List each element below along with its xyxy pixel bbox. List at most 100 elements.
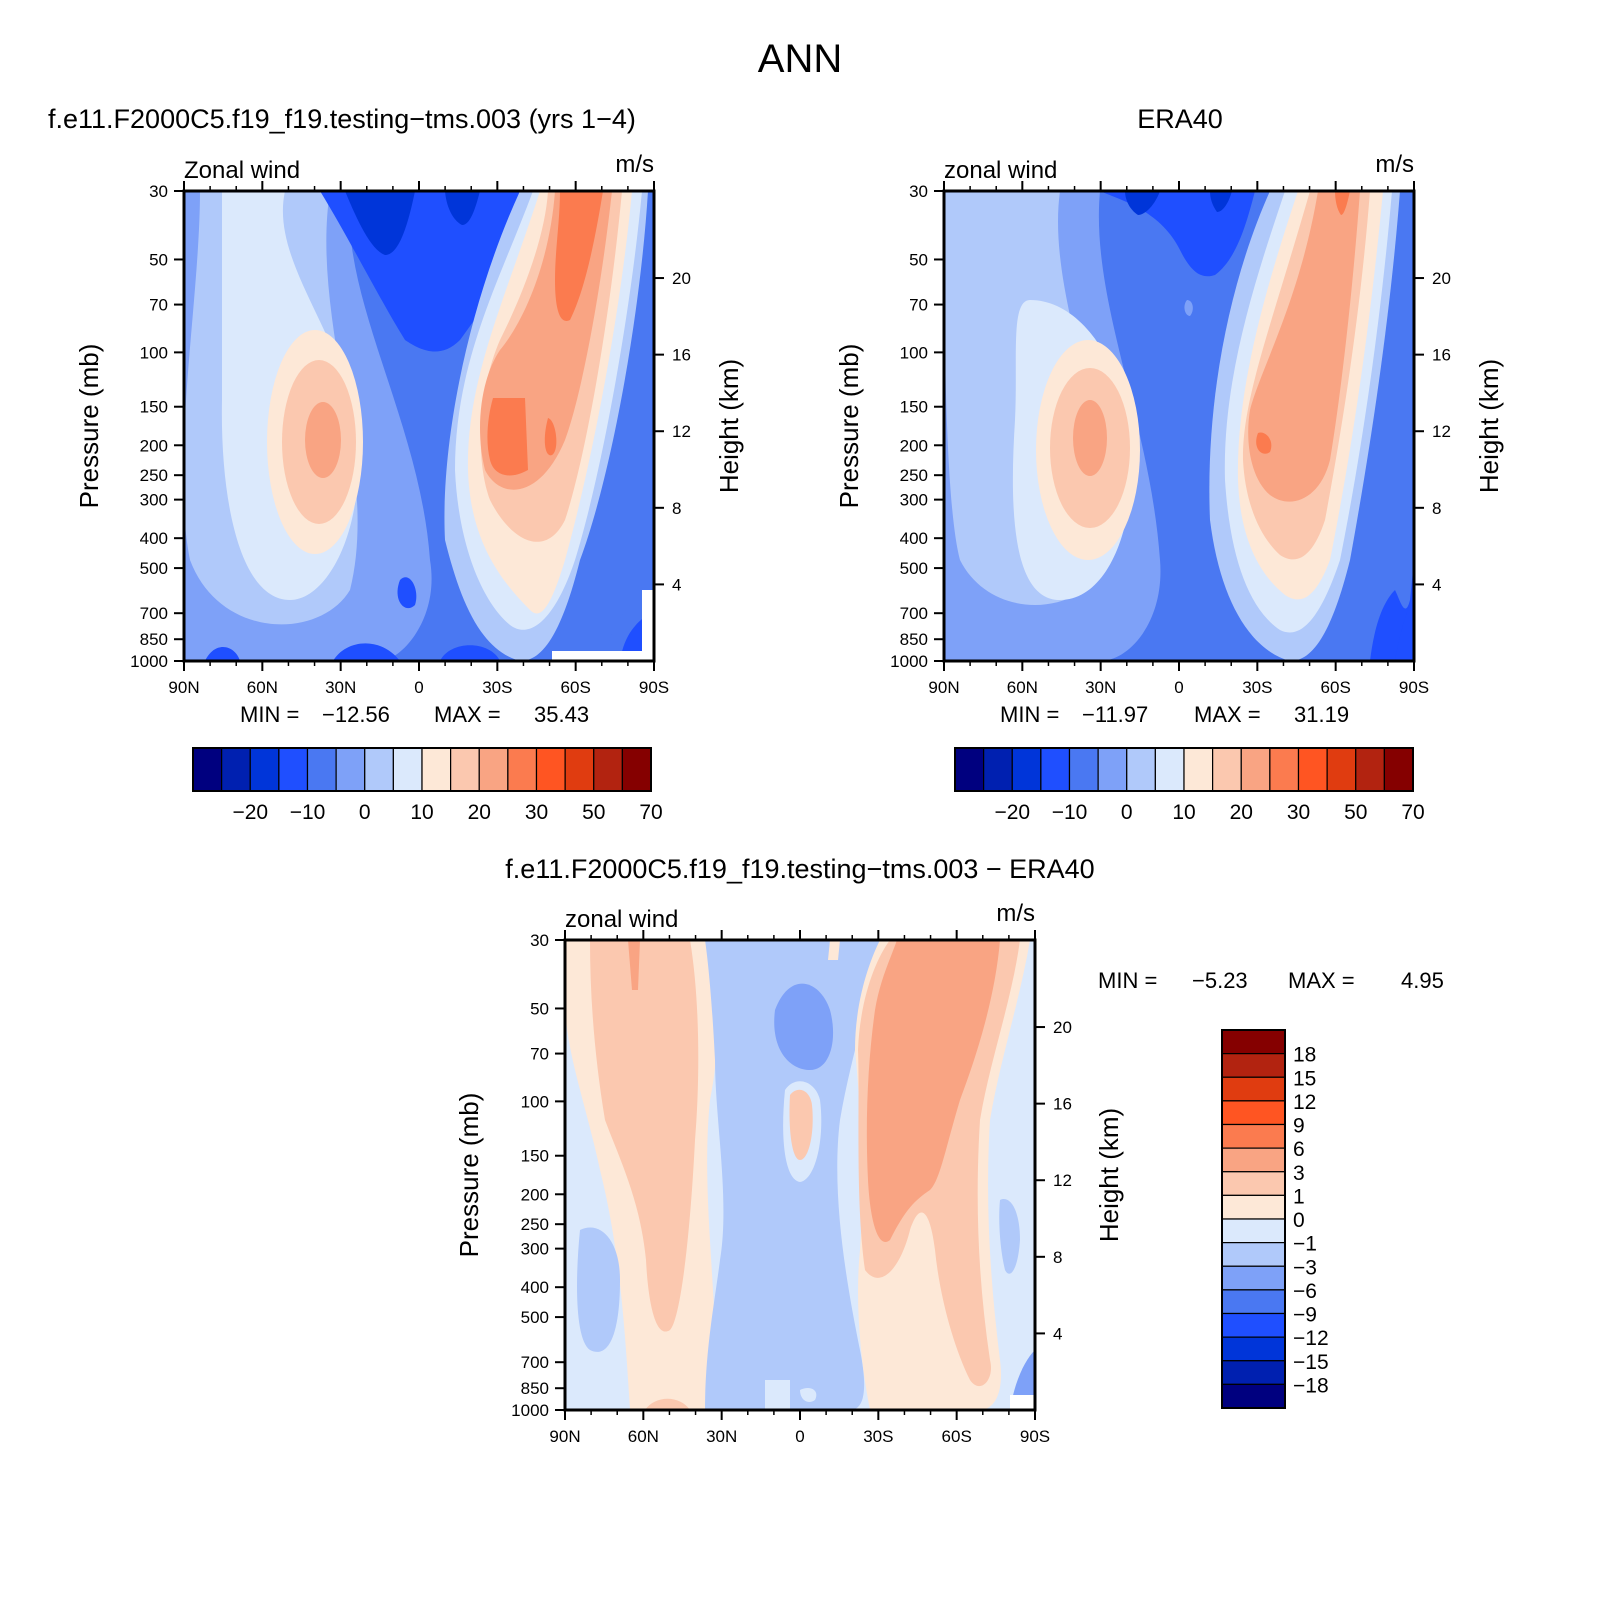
colorbar-label: 20 <box>1230 801 1253 824</box>
colorbar-swatch <box>1126 747 1156 792</box>
x-tick-label: 60N <box>1007 678 1038 697</box>
colorbar-swatch <box>478 747 509 792</box>
colorbar-frame <box>1221 1029 1286 1409</box>
y-tick-label: 200 <box>140 436 168 455</box>
colorbar-label: −3 <box>1293 1256 1317 1279</box>
panel-model-max-label: MAX = <box>434 702 501 727</box>
y-tick-label: 500 <box>900 559 928 578</box>
colorbar-label: 50 <box>582 801 605 824</box>
y-tick-label: 200 <box>900 436 928 455</box>
y-tick-label: 50 <box>149 250 168 269</box>
panel-model-min-label: MIN = <box>240 702 299 727</box>
colorbar-swatch <box>364 747 394 792</box>
x-tick-label: 90S <box>639 678 669 697</box>
colorbar-swatch <box>1221 1383 1286 1409</box>
height-tick-label: 12 <box>1432 422 1451 441</box>
panel-era40-ylabel: Pressure (mb) <box>834 344 864 509</box>
x-tick-label: 60S <box>1321 678 1351 697</box>
height-tick-label: 20 <box>1053 1018 1072 1037</box>
colorbar-swatch <box>335 747 366 792</box>
colorbar-swatch <box>1221 1312 1286 1338</box>
y-tick-label: 850 <box>521 1379 549 1398</box>
panel-era40-max-label: MAX = <box>1194 702 1261 727</box>
colorbar-swatch <box>1068 747 1099 792</box>
colorbar-swatch <box>192 747 223 792</box>
x-tick-label: 90N <box>549 1427 580 1446</box>
colorbar-swatch <box>535 747 566 792</box>
y-tick-label: 70 <box>149 296 168 315</box>
x-tick-label: 60N <box>628 1427 659 1446</box>
panel-diff-left-string: zonal wind <box>565 906 678 933</box>
colorbar-swatch <box>249 747 280 792</box>
colorbar-swatch <box>621 747 652 792</box>
colorbar-label: −20 <box>232 801 268 824</box>
colorbar-label: −9 <box>1293 1304 1317 1327</box>
colorbar-swatch <box>1297 747 1328 792</box>
colorbar-swatch <box>1212 747 1242 792</box>
colorbar-label: −12 <box>1293 1327 1329 1350</box>
colorbar-swatch <box>306 747 337 792</box>
height-tick-label: 8 <box>1053 1248 1062 1267</box>
colorbar-swatch <box>450 747 480 792</box>
colorbar-label: 3 <box>1293 1162 1305 1185</box>
panel-diff-max-label: MAX = <box>1288 968 1355 993</box>
y-tick-label: 400 <box>521 1278 549 1297</box>
y-tick-label: 850 <box>140 630 168 649</box>
height-tick-label: 12 <box>672 422 691 441</box>
panel-model-ylabel: Pressure (mb) <box>74 344 104 509</box>
colorbar-label: −10 <box>290 801 326 824</box>
x-tick-label: 90S <box>1020 1427 1050 1446</box>
panel-era40-right-string: m/s <box>1375 151 1414 178</box>
x-tick-label: 0 <box>414 678 423 697</box>
y-tick-label: 30 <box>909 182 928 201</box>
colorbar-label: 0 <box>1121 801 1133 824</box>
panel-diff-min-value: −5.23 <box>1192 968 1248 993</box>
y-tick-label: 150 <box>521 1147 549 1166</box>
x-tick-label: 30S <box>1242 678 1272 697</box>
colorbar-label: 20 <box>468 801 491 824</box>
height-tick-label: 4 <box>1432 575 1441 594</box>
colorbar-swatch <box>983 747 1013 792</box>
height-tick-label: 8 <box>1432 499 1441 518</box>
y-tick-label: 70 <box>530 1045 549 1064</box>
y-tick-label: 300 <box>140 491 168 510</box>
panel-diff-axes: 90N 60N 30N 0 30S 60S 90S 30 50 70 100 150 200 250 300… <box>511 930 1072 1446</box>
colorbar-swatch <box>1221 1194 1286 1220</box>
panel-diff-contours <box>565 940 1035 1410</box>
x-tick-label: 60S <box>942 1427 972 1446</box>
x-tick-label: 30N <box>706 1427 737 1446</box>
colorbar-frame <box>954 747 1414 792</box>
panel-diff-ylabel-right: Height (km) <box>1094 1108 1124 1242</box>
panel-era40-min-label: MIN = <box>1000 702 1059 727</box>
x-tick-label: 30S <box>482 678 512 697</box>
panel-era40-max-value: 31.19 <box>1294 702 1349 727</box>
y-tick-label: 50 <box>909 250 928 269</box>
colorbar-swatch <box>421 747 452 792</box>
colorbar-label: −20 <box>994 801 1030 824</box>
colorbar-label: 1 <box>1293 1185 1305 1208</box>
colorbar-label: 9 <box>1293 1115 1305 1138</box>
colorbar-swatch <box>221 747 251 792</box>
colorbar-label: −6 <box>1293 1280 1317 1303</box>
y-tick-label: 200 <box>521 1185 549 1204</box>
colorbar-swatch <box>564 747 595 792</box>
x-tick-label: 90N <box>168 678 199 697</box>
colorbar-label: −15 <box>1293 1351 1329 1374</box>
colorbar-label: 10 <box>410 801 433 824</box>
y-tick-label: 30 <box>149 182 168 201</box>
colorbar-label: −18 <box>1293 1374 1329 1397</box>
colorbar-era40: −20 −10 0 10 20 30 50 70 <box>954 747 1425 824</box>
colorbar-label: 6 <box>1293 1138 1305 1161</box>
colorbar-model: −20 −10 0 10 20 30 50 70 <box>192 747 663 824</box>
y-tick-label: 1000 <box>890 652 928 671</box>
y-tick-label: 150 <box>900 398 928 417</box>
colorbar-label: −10 <box>1052 801 1088 824</box>
panel-model-contours <box>184 191 654 661</box>
colorbar-label: 0 <box>359 801 371 824</box>
y-tick-label: 250 <box>140 466 168 485</box>
y-tick-label: 700 <box>140 604 168 623</box>
colorbar-frame <box>192 747 652 792</box>
y-tick-label: 300 <box>900 491 928 510</box>
y-tick-label: 100 <box>900 343 928 362</box>
colorbar-swatch <box>1040 747 1071 792</box>
